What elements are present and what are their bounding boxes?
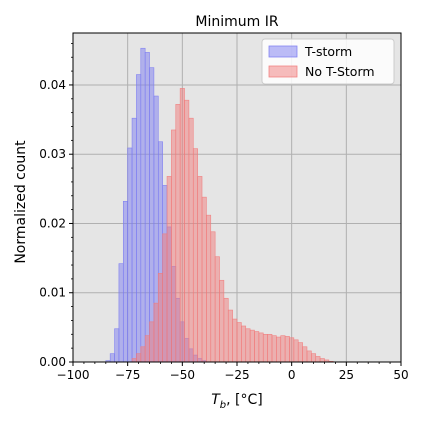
histogram-bar bbox=[271, 335, 277, 363]
histogram-bar bbox=[131, 117, 137, 363]
x-axis-label-symbol: T bbox=[211, 392, 221, 408]
histogram-bar bbox=[258, 332, 264, 363]
histogram-bar bbox=[223, 297, 229, 363]
chart-title: Minimum IR bbox=[195, 14, 278, 30]
y-tick-label: 0.00 bbox=[39, 355, 66, 369]
histogram-bar bbox=[280, 335, 286, 363]
legend-label: No T-Storm bbox=[305, 64, 375, 79]
histogram-bar bbox=[184, 99, 190, 363]
histogram-bar bbox=[171, 129, 177, 363]
x-tick-label: −75 bbox=[115, 368, 140, 382]
histogram-bar bbox=[197, 176, 203, 363]
histogram-bar bbox=[315, 356, 321, 363]
histogram-bar bbox=[284, 336, 290, 363]
histogram-bar bbox=[149, 67, 155, 363]
x-tick-label: 0 bbox=[288, 368, 296, 382]
x-tick-label: −50 bbox=[170, 368, 195, 382]
histogram-bar bbox=[188, 117, 194, 363]
histogram-bar bbox=[144, 335, 150, 363]
histogram-bar bbox=[109, 353, 115, 363]
histogram-bar bbox=[276, 336, 282, 363]
y-axis-label: Normalized count bbox=[13, 140, 29, 264]
legend-label: T-storm bbox=[304, 44, 352, 59]
x-tick-label: −25 bbox=[224, 368, 249, 382]
histogram-bar bbox=[162, 233, 168, 363]
histogram-bar bbox=[210, 231, 216, 363]
histogram-bar bbox=[114, 328, 120, 363]
y-tick-label: 0.03 bbox=[39, 147, 66, 161]
histogram-bar bbox=[254, 331, 260, 363]
histogram-bars bbox=[105, 47, 334, 363]
histogram-bar bbox=[136, 353, 142, 363]
series-no-t-storm bbox=[131, 88, 334, 363]
axes: −100 −75 −50 −25 0 25 50 0.00 0.01 0.02 0.03 0.04 bbox=[39, 42, 409, 382]
histogram-bar bbox=[289, 337, 295, 363]
histogram-bar bbox=[297, 342, 303, 363]
histogram-bar bbox=[153, 302, 159, 363]
x-tick-label: 25 bbox=[339, 368, 354, 382]
histogram-bar bbox=[302, 346, 308, 363]
histogram-bar bbox=[140, 47, 146, 363]
histogram-bar bbox=[245, 328, 251, 363]
histogram-bar bbox=[232, 318, 238, 363]
histogram-bar bbox=[249, 329, 255, 363]
histogram-bar bbox=[192, 148, 198, 363]
histogram-bar bbox=[127, 147, 133, 363]
legend-swatch bbox=[268, 65, 298, 78]
histogram-bar bbox=[262, 333, 268, 363]
histogram-bar bbox=[149, 321, 155, 363]
histogram-bar bbox=[267, 333, 273, 363]
histogram-bar bbox=[140, 346, 146, 363]
x-tick-label: −100 bbox=[57, 368, 90, 382]
histogram-bar bbox=[319, 358, 325, 363]
histogram-bar bbox=[219, 279, 225, 363]
histogram-bar bbox=[214, 256, 220, 363]
y-tick-label: 0.01 bbox=[39, 286, 66, 300]
x-tick-label: 50 bbox=[393, 368, 408, 382]
x-axis-label: Tb, [°C] bbox=[211, 392, 263, 411]
histogram-bar bbox=[311, 353, 317, 363]
histogram-bar bbox=[236, 322, 242, 363]
histogram-bar bbox=[136, 74, 142, 363]
histogram-bar bbox=[157, 273, 163, 363]
histogram-bar bbox=[118, 263, 124, 363]
histogram-bar bbox=[306, 350, 312, 363]
y-tick-label: 0.04 bbox=[39, 78, 66, 92]
legend: T-storm No T-Storm bbox=[261, 38, 395, 85]
histogram-bar bbox=[293, 339, 299, 363]
histogram-bar bbox=[201, 196, 207, 363]
x-axis-label-unit: , [°C] bbox=[226, 392, 263, 408]
histogram-bar bbox=[166, 176, 172, 363]
histogram-bar bbox=[241, 325, 247, 363]
histogram-bar bbox=[227, 309, 233, 363]
histogram-bar bbox=[175, 104, 181, 363]
y-tick-label: 0.02 bbox=[39, 216, 66, 230]
legend-swatch bbox=[268, 45, 298, 58]
histogram-bar bbox=[122, 201, 128, 363]
histogram-bar bbox=[144, 52, 150, 363]
x-axis-label-subscript: b bbox=[220, 400, 226, 411]
histogram-bar bbox=[206, 214, 212, 363]
histogram-bar bbox=[131, 358, 137, 363]
histogram-bar bbox=[179, 88, 185, 363]
